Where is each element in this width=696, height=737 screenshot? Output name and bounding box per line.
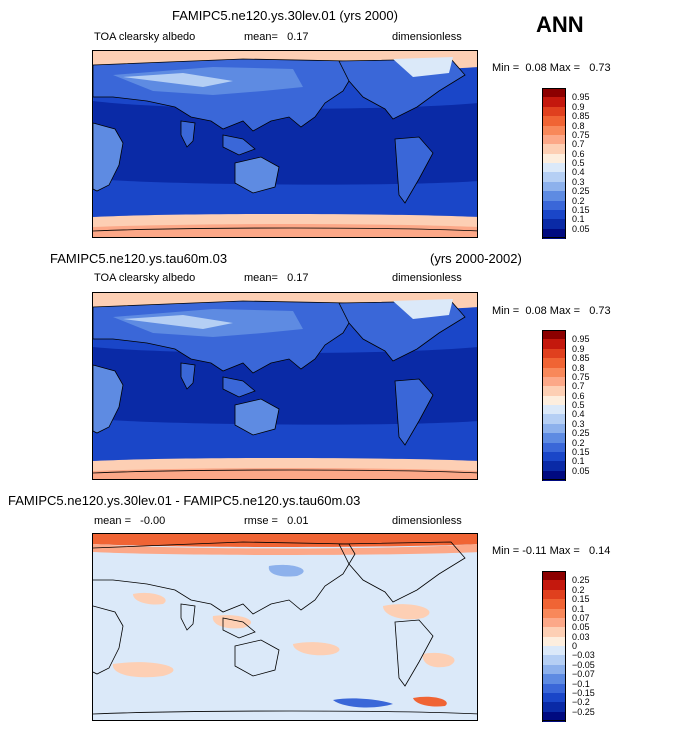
- panel1-units: dimensionless: [392, 31, 462, 43]
- panel3-map: [92, 533, 478, 721]
- panel3-map-svg: [93, 534, 477, 720]
- colorbar-level-label: −0.2: [572, 697, 590, 708]
- colorbar-level-label: 0.95: [572, 334, 590, 345]
- panel2-case-title: FAMIPC5.ne120.ys.tau60m.03: [50, 251, 228, 266]
- colorbar-level-label: 0.95: [572, 92, 590, 103]
- colorbar-level-label: 0.5: [572, 158, 585, 168]
- colorbar-level-label: 0.2: [572, 437, 585, 448]
- colorbar-level-label: 0.05: [572, 622, 590, 633]
- colorbar-level-label: −0.05: [572, 659, 595, 670]
- colorbar-level-label: 0.2: [572, 195, 585, 206]
- panel3-units: dimensionless: [392, 515, 462, 527]
- panel3-rmse: rmse = 0.01: [244, 515, 309, 527]
- panel2-case-title-right: (yrs 2000-2002): [430, 251, 522, 266]
- panel3-mean: mean = -0.00: [94, 515, 166, 527]
- colorbar-level-label: 0.1: [572, 456, 585, 467]
- panel2-units: dimensionless: [392, 272, 462, 284]
- colorbar-level-label: 0.85: [572, 353, 590, 364]
- colorbar-level-label: 0.9: [572, 101, 585, 112]
- colorbar-level-label: 0.05: [572, 223, 590, 234]
- colorbar-level-label: 0.8: [572, 120, 585, 131]
- colorbar-level-label: 0.1: [572, 214, 585, 225]
- colorbar-level-label: 0.6: [572, 390, 585, 401]
- colorbar-level-label: 0.2: [572, 584, 585, 595]
- colorbar-level-label: 0.4: [572, 167, 585, 178]
- colorbar-level-label: 0.7: [572, 139, 585, 150]
- panel1-case-title: FAMIPC5.ne120.ys.30lev.01 (yrs 2000): [172, 8, 398, 23]
- colorbar-level-label: 0.15: [572, 594, 590, 605]
- colorbar-level-label: 0.15: [572, 204, 590, 215]
- colorbar-level-label: −0.15: [572, 687, 595, 698]
- panel2-minmax: Min = 0.08 Max = 0.73: [492, 305, 611, 317]
- colorbar-level-label: 0.75: [572, 129, 590, 140]
- colorbar-level-label: 0.7: [572, 381, 585, 392]
- panel1-variable: TOA clearsky albedo: [94, 31, 196, 43]
- colorbar-swatch: [542, 470, 566, 481]
- panel1-map-svg: [93, 51, 477, 237]
- colorbar-level-label: −0.03: [572, 650, 595, 661]
- panel1-colorbar: [542, 88, 566, 239]
- panel3-colorbar: [542, 571, 566, 722]
- colorbar-level-label: 0.05: [572, 465, 590, 476]
- colorbar-level-label: 0.6: [572, 148, 585, 159]
- panel1-map: [92, 50, 478, 238]
- colorbar-level-label: 0.5: [572, 400, 585, 410]
- panel2-map: [92, 292, 478, 480]
- colorbar-level-label: 0.25: [572, 428, 590, 439]
- colorbar-level-label: 0.3: [572, 176, 585, 187]
- panel1-minmax: Min = 0.08 Max = 0.73: [492, 62, 611, 74]
- colorbar-level-label: 0.85: [572, 111, 590, 122]
- colorbar-level-label: −0.25: [572, 706, 595, 717]
- colorbar-level-label: 0.25: [572, 186, 590, 197]
- colorbar-level-label: 0.8: [572, 362, 585, 373]
- colorbar-level-label: −0.1: [572, 678, 590, 689]
- colorbar-level-label: 0.4: [572, 409, 585, 420]
- panel1-mean: mean= 0.17: [244, 31, 309, 43]
- panel2-mean: mean= 0.17: [244, 272, 309, 284]
- colorbar-swatch: [542, 228, 566, 239]
- colorbar-level-label: 0.3: [572, 418, 585, 429]
- season-label: ANN: [536, 12, 584, 37]
- panel2-variable: TOA clearsky albedo: [94, 272, 196, 284]
- colorbar-level-label: −0.07: [572, 669, 595, 680]
- colorbar-level-label: 0.1: [572, 603, 585, 614]
- colorbar-level-label: 0.07: [572, 612, 590, 623]
- colorbar-level-label: 0.9: [572, 343, 585, 354]
- colorbar-level-label: 0.03: [572, 631, 590, 642]
- panel3-case-title: FAMIPC5.ne120.ys.30lev.01 - FAMIPC5.ne12…: [8, 493, 361, 508]
- panel3-minmax: Min = -0.11 Max = 0.14: [492, 545, 611, 557]
- colorbar-level-label: 0.75: [572, 371, 590, 382]
- colorbar-level-label: 0.15: [572, 446, 590, 457]
- colorbar-level-label: 0: [572, 641, 578, 651]
- colorbar-level-label: 0.25: [572, 575, 590, 586]
- panel2-map-svg: [93, 293, 477, 479]
- colorbar-swatch: [542, 711, 566, 722]
- panel2-colorbar: [542, 330, 566, 481]
